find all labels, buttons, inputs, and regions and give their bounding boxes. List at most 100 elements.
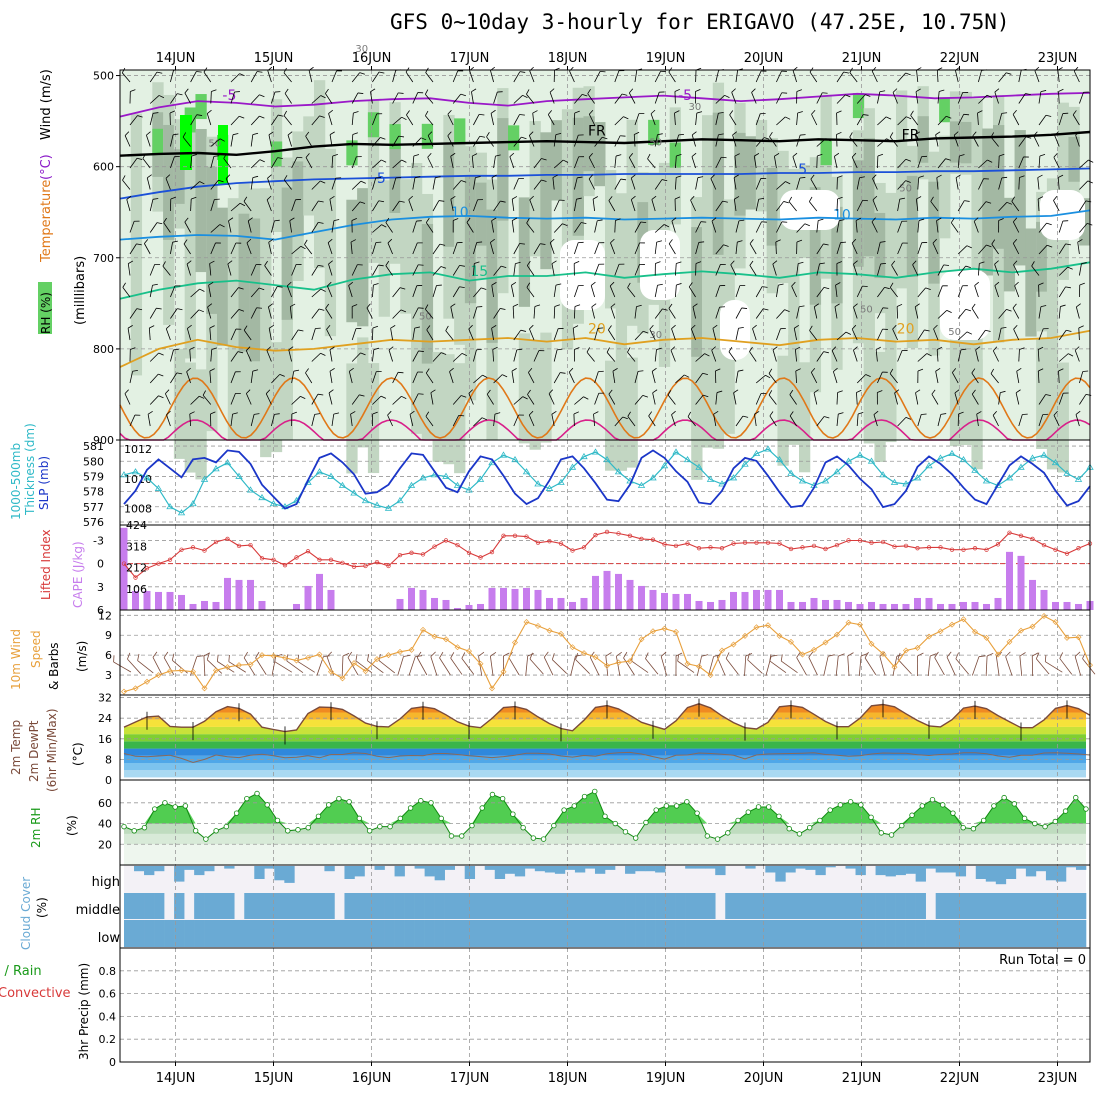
rh-band: [367, 99, 380, 263]
rh-marker: [796, 831, 803, 837]
wind-barb-flag: [1040, 90, 1047, 93]
rh-marker: [868, 814, 874, 821]
wind-barb: [836, 131, 842, 147]
wind-barb: [190, 181, 205, 190]
wind-speed-marker: [339, 675, 346, 682]
rh-band: [852, 93, 865, 119]
wind-barb-flag: [170, 196, 176, 200]
wind-barb-staff: [513, 95, 523, 104]
wind-barb: [1058, 368, 1064, 384]
wind-barb: [189, 411, 195, 427]
wind-barb-flag: [378, 200, 385, 203]
wind-barb-flag: [935, 367, 941, 372]
wind-barb-staff: [351, 328, 357, 341]
wind-barb: [311, 221, 324, 233]
wind-barb: [513, 348, 523, 362]
thickness-marker: [131, 468, 140, 475]
wind-barb: [891, 260, 898, 276]
wind-barb-staff: [715, 306, 720, 319]
wind-barb-flag: [418, 307, 424, 309]
wind10-label-c: & Barbs: [47, 642, 61, 690]
wind-barb: [772, 346, 778, 362]
wind-barb: [491, 174, 497, 190]
rh-band: [238, 213, 250, 352]
wind-barb: [957, 154, 965, 169]
wind-barb-flag: [491, 174, 497, 178]
cloud-bar-high: [204, 866, 215, 872]
wind-barb-flag: [409, 410, 415, 415]
cloud-bar-low: [1005, 920, 1017, 947]
wind-barb-flag: [663, 224, 670, 228]
wind-barb-flag: [401, 159, 407, 163]
cape-bar: [511, 588, 519, 610]
wind10-barb-staff: [897, 658, 912, 675]
wind-barb-flag: [320, 288, 326, 292]
wind-barb-flag: [985, 201, 992, 204]
wind-barb-staff: [950, 222, 959, 233]
wind-barb-flag: [450, 303, 456, 308]
thickness-tick-label: 580: [83, 455, 104, 468]
wind-barb-flag: [219, 224, 225, 228]
wind-barb-staff: [776, 92, 783, 104]
wind-barb-flag: [541, 158, 547, 161]
cloud-bar-middle: [524, 893, 536, 919]
wind-barb-staff: [147, 414, 151, 427]
lifted-index-marker: [351, 564, 357, 569]
wind-barb: [271, 413, 280, 427]
wind-barb-flag: [899, 197, 906, 200]
wind-barb-staff: [594, 242, 600, 255]
wind-barb-staff: [1037, 199, 1040, 212]
cape-bar: [316, 573, 323, 610]
wind-barb-staff: [450, 156, 454, 169]
cloud-bar-high: [685, 866, 696, 869]
date-label-bottom: 15JUN: [254, 1071, 294, 1086]
cloud-bar-low: [494, 920, 506, 947]
wind-barb-staff: [529, 199, 535, 212]
wind-barb-staff: [627, 351, 636, 362]
wind-barb-staff: [654, 285, 658, 298]
wind-barb-flag: [328, 260, 333, 265]
wind-barb-flag: [336, 70, 342, 72]
wind10-barb: [1059, 652, 1073, 675]
wind-barb-staff: [351, 156, 357, 169]
wind-barb: [788, 196, 797, 212]
thickness-marker: [177, 509, 186, 516]
wind-barb: [186, 367, 191, 384]
wind-barb-flag: [637, 370, 644, 372]
wind-barb-flag: [378, 71, 385, 74]
lifted-index-marker: [121, 561, 127, 566]
wind-barb-staff: [210, 179, 219, 190]
wind-barb-staff: [574, 156, 580, 169]
wind10-barb: [660, 651, 668, 676]
wind-barb-flag: [737, 369, 744, 372]
wind-barb: [715, 111, 724, 126]
wind-barb-flag: [952, 368, 957, 373]
wind-barb-flag: [935, 131, 941, 136]
wind-barb-staff: [755, 70, 762, 83]
wind-barb: [991, 239, 999, 255]
wind10-barb: [163, 651, 175, 676]
wind-barb-staff: [1013, 264, 1020, 276]
wind-barb-staff: [311, 95, 322, 104]
wind-barb-staff: [392, 287, 401, 298]
cloud-bar-middle: [745, 893, 756, 919]
wind-barb: [630, 195, 636, 212]
wind-barb: [606, 347, 616, 362]
wind-barb: [755, 113, 766, 126]
wind-barb-flag: [602, 136, 608, 140]
wind-barb: [573, 261, 580, 276]
wind-barb-flag: [781, 221, 788, 223]
rh-marker: [1001, 794, 1007, 801]
wind-barb-flag: [906, 116, 912, 120]
wind-speed-marker: [144, 678, 150, 685]
rh-band: [561, 109, 574, 350]
wind-barb-flag: [610, 238, 615, 244]
wind-barb-staff: [836, 392, 839, 405]
rh-band: [346, 140, 358, 166]
wind-barb-flag: [651, 195, 657, 200]
wind-barb-flag: [671, 410, 676, 415]
wind-barb: [977, 110, 983, 126]
wind-barb-flag: [526, 218, 530, 224]
wind-barb-staff: [671, 414, 676, 427]
wind-barb-flag: [936, 174, 942, 178]
